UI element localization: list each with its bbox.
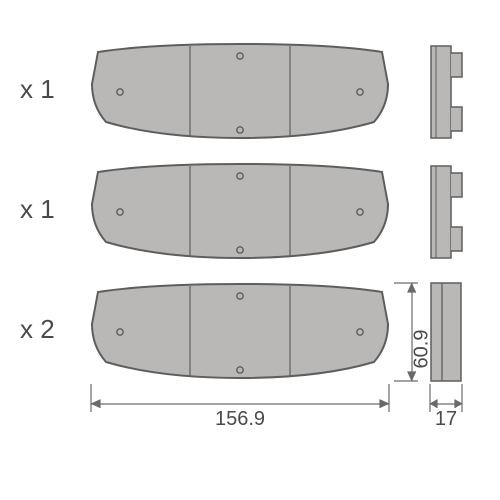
diagram-page: metelli x 1 x 1: [0, 0, 500, 500]
brake-pad-front-3: [90, 282, 390, 382]
qty-row1: x 1: [20, 74, 55, 105]
pad-row-2: [90, 162, 390, 267]
side-profile-3: [430, 282, 464, 387]
qty-row3: x 2: [20, 314, 55, 345]
side-clip-1: [430, 45, 464, 144]
brake-pad-front-1: [90, 42, 390, 142]
dim-height-value: 60.9: [411, 330, 434, 369]
side-clip-2: [430, 165, 464, 264]
qty-row2: x 1: [20, 194, 55, 225]
dim-thickness-value: 17: [424, 408, 468, 431]
pad-side-profile-icon: [430, 282, 464, 382]
wear-clip-icon: [430, 45, 464, 139]
brake-pad-front-2: [90, 162, 390, 262]
pad-row-1: [90, 42, 390, 147]
dim-width-value: 156.9: [90, 408, 390, 431]
wear-clip-icon: [430, 165, 464, 259]
pad-row-3: [90, 282, 390, 387]
